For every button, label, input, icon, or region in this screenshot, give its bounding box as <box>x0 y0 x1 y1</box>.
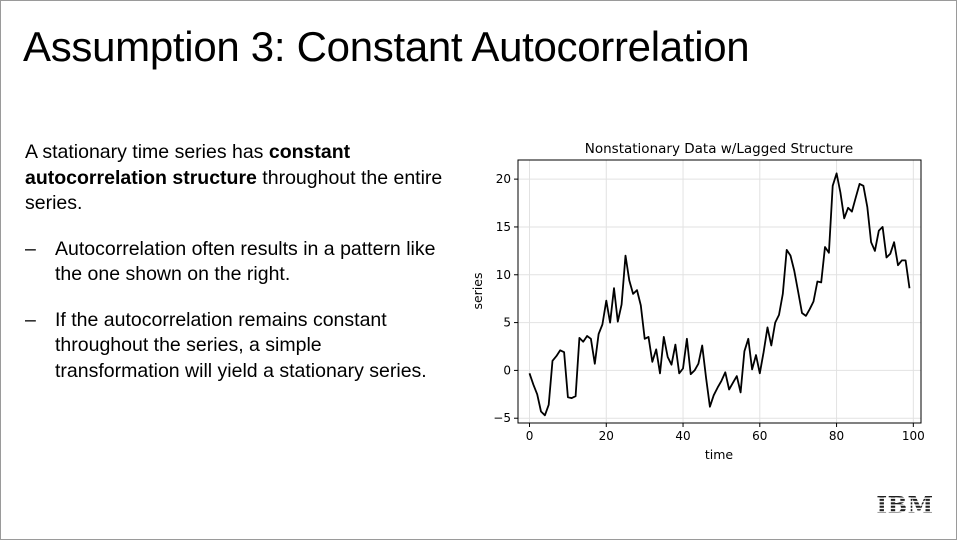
y-axis-label: series <box>470 272 485 309</box>
series-line <box>528 172 911 417</box>
bullet-list: – Autocorrelation often results in a pat… <box>25 237 445 385</box>
y-tick-label: 20 <box>496 172 511 186</box>
bullet-item: – If the autocorrelation remains constan… <box>25 308 445 385</box>
slide-body: A stationary time series has constant aut… <box>25 140 445 404</box>
intro-text-2: throughout the entire series. <box>25 166 443 215</box>
y-tick-label: 0 <box>503 363 511 377</box>
axis-ticks: 0 20 40 60 80 100 −5 0 5 10 15 20 <box>493 172 924 443</box>
x-tick-label: 0 <box>526 429 534 443</box>
chart-title: Nonstationary Data w/Lagged Structure <box>585 141 854 157</box>
y-tick-label: −5 <box>493 411 511 425</box>
plot-frame <box>517 159 922 424</box>
bullet-dash: – <box>25 308 36 331</box>
slide-title: Assumption 3: Constant Autocorrelation <box>23 23 750 70</box>
y-tick-label: 10 <box>496 268 511 282</box>
bullet-text: If the autocorrelation remains constant … <box>55 308 427 382</box>
bullet-dash: – <box>25 237 36 260</box>
y-tick-label: 15 <box>496 220 511 234</box>
grid <box>518 160 921 423</box>
ibm-logo: IBM <box>877 492 933 516</box>
intro-text-1: A stationary time series has <box>25 141 269 163</box>
line-chart: Nonstationary Data w/Lagged Structure 0 2… <box>470 141 925 462</box>
bullet-item: – Autocorrelation often results in a pat… <box>25 237 445 288</box>
x-axis-label: time <box>705 447 734 462</box>
intro-paragraph: A stationary time series has constant aut… <box>25 140 445 217</box>
x-tick-label: 80 <box>829 429 844 443</box>
bullet-text: Autocorrelation often results in a patte… <box>55 237 436 286</box>
x-tick-label: 60 <box>752 429 767 443</box>
intro-bold-2: autocorrelation structure <box>25 166 257 189</box>
intro-bold-1: constant <box>268 141 351 163</box>
ibm-logo-text: IBM <box>877 492 933 516</box>
x-tick-label: 20 <box>599 429 614 443</box>
x-tick-label: 40 <box>675 429 690 443</box>
y-tick-label: 5 <box>503 316 511 330</box>
x-tick-label: 100 <box>902 429 925 443</box>
